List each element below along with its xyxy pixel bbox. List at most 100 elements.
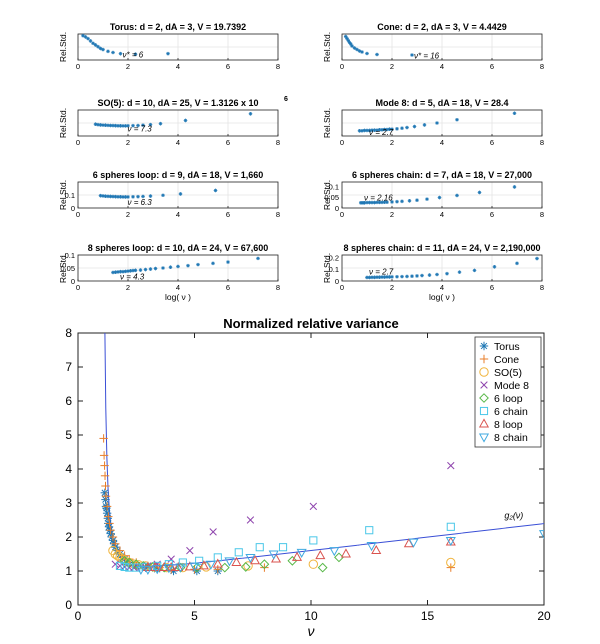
- data-point: [131, 195, 135, 199]
- x-tick-label: 0: [340, 62, 344, 71]
- data-point-8-chain: [142, 565, 153, 575]
- panel-5: 6 spheres chain: d = 7, dA = 18, V = 27,…: [322, 170, 544, 219]
- data-point: [380, 200, 384, 205]
- data-point: [455, 193, 459, 198]
- data-point: [512, 111, 517, 116]
- legend-label: Cone: [494, 354, 519, 366]
- x-tick-label: 2: [126, 62, 130, 71]
- x-tick-label: 4: [440, 210, 444, 219]
- x-tick-label: 4: [440, 283, 444, 292]
- x-tick-label: 6: [490, 210, 494, 219]
- data-point: [372, 128, 377, 132]
- y-tick-label: 1: [65, 564, 72, 578]
- data-point: [477, 190, 482, 195]
- data-point-6-loop: [259, 559, 270, 570]
- panel-ylabel: Rel.Std.: [58, 32, 68, 62]
- data-point-8-loop: [198, 560, 209, 570]
- data-point: [213, 188, 218, 193]
- data-point: [412, 124, 417, 129]
- main-xlabel: ν: [308, 623, 315, 639]
- data-point-6-loop: [119, 555, 130, 566]
- data-point-8-loop: [340, 548, 351, 558]
- data-point-8-chain: [296, 548, 307, 558]
- data-point: [121, 269, 125, 274]
- data-point-6-chain: [120, 562, 129, 571]
- data-point-8-chain: [163, 564, 174, 574]
- data-point-8-chain: [135, 565, 146, 575]
- model-curve: [104, 333, 544, 567]
- data-point: [385, 275, 389, 279]
- data-point-8-loop: [250, 555, 261, 565]
- panel-title: 8 spheres loop: d = 10, dA = 24, V = 67,…: [88, 243, 269, 253]
- data-point-mode-8: [186, 546, 194, 555]
- data-point-8-chain: [175, 563, 186, 573]
- data-point: [101, 123, 105, 127]
- plot-area: [99, 333, 544, 576]
- panel-title: SO(5): d = 10, dA = 25, V = 1.3126 x 10: [97, 98, 258, 108]
- data-point-8-chain: [245, 553, 256, 564]
- data-point-cone: [100, 471, 110, 480]
- data-point-so-5-: [308, 559, 319, 569]
- data-point-6-chain: [234, 548, 243, 557]
- data-point-6-chain: [365, 526, 374, 535]
- legend-label: 6 chain: [494, 406, 528, 418]
- legend-marker: [479, 341, 489, 351]
- data-point-6-chain: [309, 536, 318, 545]
- panel-ylabel: Rel.Std.: [322, 32, 332, 62]
- legend-marker: [478, 418, 490, 428]
- data-point: [161, 266, 165, 270]
- panel-annotation: ν* = 6: [123, 50, 144, 59]
- x-tick-label: 6: [490, 62, 494, 71]
- data-point: [153, 266, 158, 271]
- data-point: [370, 275, 374, 280]
- data-point: [168, 265, 173, 270]
- data-point: [116, 123, 120, 128]
- x-tick-label: 4: [176, 62, 180, 71]
- data-point-6-chain: [278, 543, 288, 552]
- data-point: [385, 200, 389, 204]
- data-point: [390, 200, 394, 204]
- data-point-8-chain: [205, 560, 216, 570]
- x-tick-label: 20: [537, 609, 551, 623]
- data-point: [91, 41, 95, 46]
- data-point-cone: [108, 532, 118, 542]
- data-point-mode-8: [309, 502, 318, 511]
- data-point-8-chain: [538, 530, 544, 540]
- data-point-8-loop: [166, 561, 177, 572]
- data-point-mode-8: [130, 563, 138, 572]
- data-point-8-loop: [212, 558, 223, 568]
- data-point-8-chain: [366, 542, 377, 552]
- x-tick-label: 8: [276, 283, 280, 292]
- legend-marker: [479, 354, 489, 364]
- data-point-6-chain: [195, 556, 204, 565]
- x-tick-label: 8: [276, 210, 280, 219]
- data-point-8-loop: [149, 561, 160, 572]
- plot-frame: [77, 332, 545, 606]
- x-tick-label: 6: [226, 138, 230, 147]
- panel-xlabel: log( ν ): [165, 292, 191, 302]
- x-tick-label: 0: [340, 283, 344, 292]
- x-tick-label: 8: [540, 283, 544, 292]
- panel-xlabel: log( ν ): [429, 292, 455, 302]
- data-point: [123, 195, 128, 199]
- data-point-8-chain: [445, 536, 456, 547]
- y-tick-label: 0.05: [60, 264, 75, 273]
- legend-label: SO(5): [494, 367, 522, 379]
- data-point: [437, 195, 442, 200]
- data-point: [360, 50, 364, 54]
- data-point-6-loop: [317, 562, 328, 573]
- y-tick-label: 4: [65, 462, 72, 476]
- x-tick-label: 4: [440, 62, 444, 71]
- data-point: [427, 273, 432, 277]
- data-point: [133, 268, 138, 273]
- panel-title: Mode 8: d = 5, dA = 18, V = 28.4: [376, 98, 509, 108]
- data-point: [425, 197, 429, 201]
- data-point-cone: [100, 461, 109, 470]
- x-tick-label: 4: [176, 138, 180, 147]
- panel-annotation: ν = 2.7: [369, 268, 394, 277]
- panel-annotation: ν = 2.7: [369, 128, 394, 137]
- panel-title-exponent: 6: [284, 96, 288, 103]
- data-point-6-chain: [132, 563, 141, 572]
- data-point: [420, 273, 424, 278]
- data-point: [515, 261, 519, 266]
